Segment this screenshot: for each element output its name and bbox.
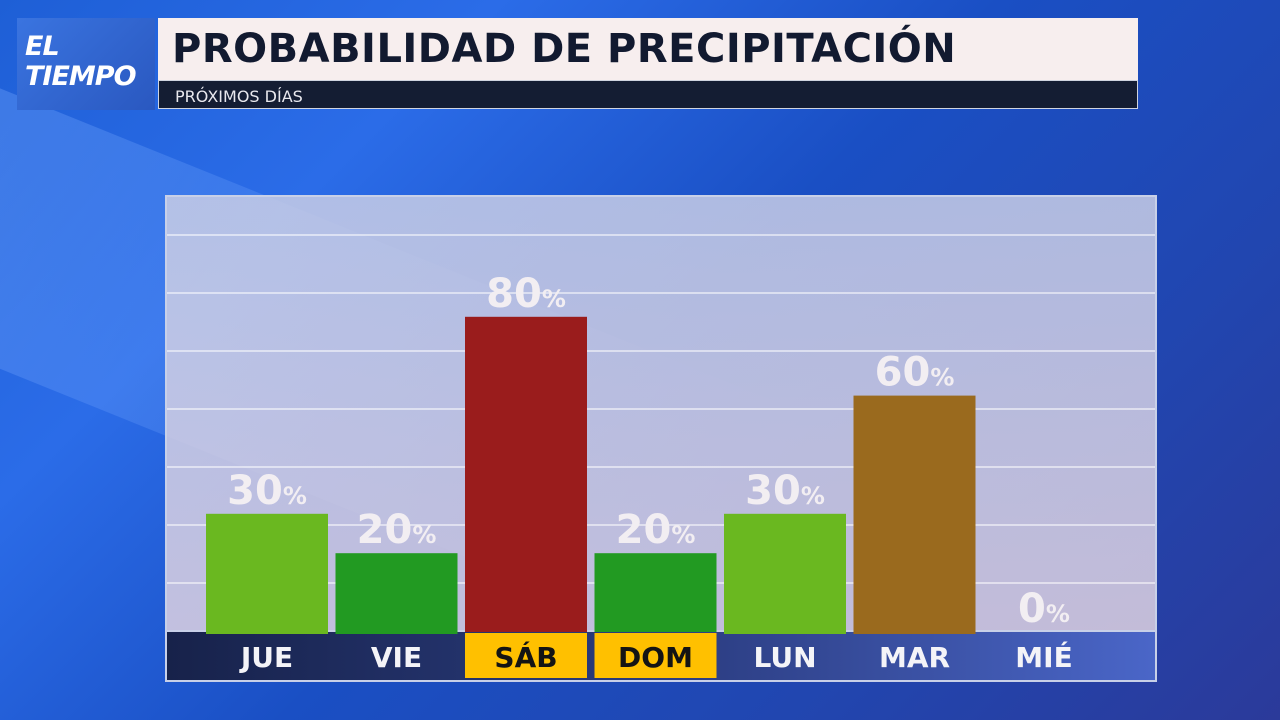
- bar-5: [853, 395, 976, 634]
- bar-4: [724, 513, 846, 634]
- data-label-4: 30%: [745, 468, 825, 514]
- data-label-1: 20%: [357, 507, 437, 553]
- data-label-3: 20%: [616, 507, 696, 553]
- page-title: PROBABILIDAD DE PRECIPITACIÓN: [158, 18, 1138, 80]
- tick-label-4: LUN: [753, 641, 816, 674]
- tick-label-0: JUE: [239, 641, 293, 674]
- tick-label-6: MIÉ: [1015, 640, 1072, 674]
- bar-2: [465, 316, 587, 632]
- data-label-0: 30%: [227, 468, 307, 514]
- bar-0: [206, 513, 328, 634]
- bar-1: [335, 553, 458, 634]
- page-subtitle: PRÓXIMOS DÍAS: [158, 80, 1138, 109]
- el-tiempo-logo: EL TIEMPO: [17, 18, 155, 110]
- tick-label-1: VIE: [371, 641, 422, 674]
- highlight-3: [594, 633, 717, 678]
- tick-label-3: DOM: [618, 641, 693, 674]
- tick-label-5: MAR: [879, 641, 950, 674]
- tick-label-2: SÁB: [494, 640, 557, 674]
- data-label-6: 0%: [1018, 586, 1070, 632]
- data-label-2: 80%: [486, 271, 566, 317]
- data-label-5: 60%: [875, 350, 955, 396]
- bar-3: [594, 553, 717, 632]
- highlight-2: [465, 633, 587, 678]
